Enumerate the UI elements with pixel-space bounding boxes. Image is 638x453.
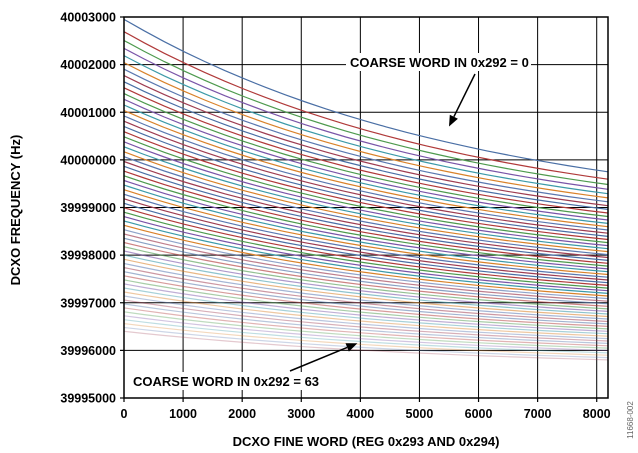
y-tick-label: 39998000 — [60, 249, 116, 263]
series-line — [123, 330, 609, 361]
series-line — [123, 93, 609, 218]
series-line — [123, 323, 609, 356]
grid — [124, 17, 608, 398]
axis-ticks: 0 1000 2000 3000 4000 5000 6000 7000 8000 3999500… — [60, 11, 610, 422]
series-line — [123, 283, 609, 332]
annotation-coarse-63-leader — [289, 346, 348, 372]
series-line — [123, 198, 609, 281]
series-line — [123, 193, 609, 278]
series-line — [123, 258, 609, 318]
series-line — [123, 141, 609, 247]
series-line — [123, 291, 609, 337]
series-line — [123, 136, 609, 244]
series-line — [123, 319, 609, 354]
series-line — [123, 287, 609, 335]
series-line — [123, 18, 609, 173]
y-tick-label: 39997000 — [60, 296, 116, 310]
series-line — [123, 224, 609, 297]
series-line — [123, 39, 609, 186]
series-line — [123, 115, 609, 231]
series-line — [123, 160, 609, 259]
series-line — [123, 47, 609, 190]
x-tick-label: 4000 — [346, 407, 374, 421]
annotation-coarse-63-arrowhead — [345, 343, 358, 352]
series-line — [123, 279, 609, 330]
series-line — [123, 175, 609, 267]
series-line — [123, 189, 609, 276]
x-tick-label: 3000 — [287, 407, 315, 421]
series-line — [123, 303, 609, 344]
series-line — [123, 295, 609, 340]
series-line — [123, 233, 609, 302]
y-tick-label: 40000000 — [60, 153, 116, 167]
series-line — [123, 311, 609, 349]
series-line — [123, 267, 609, 323]
series-line — [123, 120, 609, 234]
series-line — [123, 125, 609, 237]
annotation-coarse-63-text: COARSE WORD IN 0x292 = 63 — [133, 374, 319, 389]
series-line — [123, 109, 609, 228]
annotation-coarse-0: COARSE WORD IN 0x292 = 0 — [346, 53, 531, 127]
y-tick-label: 39999000 — [60, 201, 116, 215]
series-line — [123, 220, 609, 294]
series-line — [123, 299, 609, 342]
series-line — [123, 87, 609, 214]
series-group — [123, 18, 609, 361]
series-line — [123, 98, 609, 221]
series-line — [123, 179, 609, 270]
series-line — [123, 165, 609, 261]
series-line — [123, 237, 609, 305]
series-line — [123, 151, 609, 253]
annotation-coarse-0-bg — [346, 53, 531, 71]
series-line — [123, 55, 609, 195]
x-tick-label: 2000 — [228, 407, 256, 421]
series-line — [123, 246, 609, 310]
series-line — [123, 315, 609, 352]
y-axis-label: DCXO FREQUENCY (Hz) — [8, 135, 23, 286]
x-tick-label: 5000 — [406, 407, 434, 421]
y-tick-label: 39995000 — [60, 392, 116, 406]
x-tick-label: 8000 — [583, 407, 611, 421]
series-line — [123, 250, 609, 312]
series-line — [123, 104, 609, 224]
series-line — [123, 81, 609, 210]
figure-id: 11668-002 — [626, 401, 635, 439]
series-line — [123, 211, 609, 289]
series-line — [123, 62, 609, 199]
series-line — [123, 229, 609, 300]
x-tick-label: 7000 — [524, 407, 552, 421]
series-line — [123, 146, 609, 250]
y-tick-label: 40003000 — [60, 11, 116, 25]
annotation-coarse-0-text: COARSE WORD IN 0x292 = 0 — [350, 55, 529, 70]
series-line — [123, 326, 609, 359]
series-line — [123, 202, 609, 284]
series-line — [123, 241, 609, 307]
series-line — [123, 254, 609, 315]
series-line — [123, 75, 609, 207]
series-line — [123, 262, 609, 320]
series-line — [123, 275, 609, 327]
x-tick-label: 0 — [121, 407, 128, 421]
series-line — [123, 156, 609, 256]
series-line — [123, 31, 609, 180]
series-line — [123, 216, 609, 292]
x-tick-label: 6000 — [465, 407, 493, 421]
series-line — [123, 207, 609, 286]
series-line — [123, 184, 609, 273]
series-line — [123, 170, 609, 264]
series-line — [123, 68, 609, 203]
annotation-coarse-63: COARSE WORD IN 0x292 = 63 — [128, 343, 358, 390]
annotation-coarse-0-leader — [453, 73, 476, 118]
y-tick-label: 40001000 — [60, 106, 116, 120]
series-line — [123, 271, 609, 325]
annotation-coarse-0-arrowhead — [449, 114, 458, 127]
series-line — [123, 307, 609, 347]
y-tick-label: 39996000 — [60, 344, 116, 358]
series-line — [123, 131, 609, 241]
annotation-coarse-63-bg — [128, 372, 323, 390]
y-tick-label: 40002000 — [60, 58, 116, 72]
x-axis-label: DCXO FINE WORD (REG 0x293 AND 0x294) — [233, 434, 500, 449]
x-tick-label: 1000 — [169, 407, 197, 421]
